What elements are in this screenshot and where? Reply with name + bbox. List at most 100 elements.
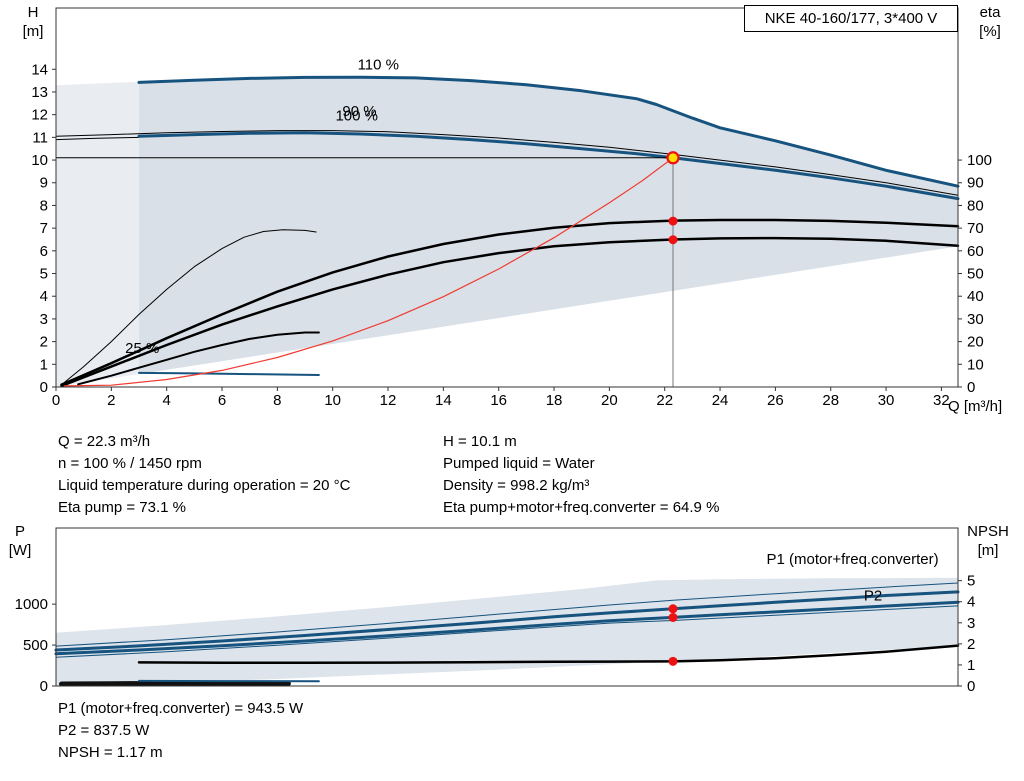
- y-left-tick-label: 9: [40, 175, 48, 192]
- speed-curve-100pct-tol-upper: [55, 130, 959, 196]
- p1-tolerance-upper: [55, 582, 959, 647]
- speed-curve-25pct-blue: [138, 371, 320, 376]
- eta-partload-curve: [63, 229, 317, 383]
- npsh-axis-title: NPSH [m]: [956, 522, 1020, 560]
- pump-title-box: NKE 40-160/177, 3*400 V: [744, 5, 958, 32]
- power-envelope: [56, 577, 958, 686]
- curve-label: 100 %: [335, 107, 378, 124]
- info-pumped-liquid: Pumped liquid = Water: [443, 455, 595, 472]
- duty-point[interactable]: [666, 151, 680, 165]
- y-left-tick-label: 5: [40, 266, 48, 283]
- info-head: H = 10.1 m: [443, 433, 517, 450]
- y-left-tick-label: 500: [23, 637, 48, 654]
- y-left-tick-label: 4: [40, 288, 48, 305]
- x-tick-label: 24: [712, 392, 729, 409]
- eta-pump-dot: [668, 216, 678, 226]
- y-right-tick-label: 30: [967, 311, 984, 328]
- x-tick-label: 14: [435, 392, 452, 409]
- info-eta-pump: Eta pump = 73.1 %: [58, 499, 186, 516]
- eta-axis-symbol: eta: [979, 4, 1001, 21]
- x-tick-label: 32: [933, 392, 950, 409]
- p2-tolerance-lower: [55, 605, 959, 658]
- y-left-tick-label: 12: [31, 107, 48, 124]
- y-right-tick-label: 70: [967, 220, 984, 237]
- power-npsh-chart: 0 500 1000 0 1 2 3 4 5 P1 (motor+freq.converter) P…: [15, 527, 975, 695]
- curve-label: P2: [864, 587, 882, 604]
- y-left-tick-label: 3: [40, 311, 48, 328]
- y-left-tick-label: 6: [40, 243, 48, 260]
- y-right-tick-label: 60: [967, 243, 984, 260]
- eta-axis-title: eta [%]: [962, 3, 1018, 41]
- p-axis-title: P [W]: [0, 522, 40, 560]
- power-plot-frame: [55, 527, 959, 687]
- x-tick-label: 12: [380, 392, 397, 409]
- eta-axis-unit: [%]: [979, 23, 1001, 40]
- x-tick-label: 10: [324, 392, 341, 409]
- x-tick-label: 20: [601, 392, 618, 409]
- y-right-tick-label: 50: [967, 266, 984, 283]
- h-axis-unit: [m]: [22, 23, 44, 40]
- info-q: Q = 22.3 m³/h: [58, 433, 151, 450]
- x-tick-label: 4: [163, 392, 171, 409]
- y-right-tick-label: 3: [967, 615, 975, 632]
- power-info: P1 (motor+freq.converter) = 943.5 W P2 =…: [58, 698, 303, 764]
- q-axis-title: Q [m³/h]: [948, 397, 1024, 416]
- eta-pump-curve: [60, 218, 960, 386]
- y-right-tick-label: 80: [967, 197, 984, 214]
- y-right-tick-label: 90: [967, 175, 984, 192]
- y-right-tick-label: 20: [967, 334, 984, 351]
- y-left-tick-label: 10: [31, 152, 48, 169]
- y-right-tick-label: 0: [967, 678, 975, 695]
- y-left-tick-label: 2: [40, 334, 48, 351]
- p-axis-symbol: P: [14, 523, 25, 540]
- y-right-tick-label: 4: [967, 594, 975, 611]
- y-left-tick-label: 1: [40, 356, 48, 373]
- operating-envelope-inner: [139, 77, 958, 375]
- y-right-tick-label: 100: [967, 152, 992, 169]
- speed-curve-110pct: [137, 75, 960, 188]
- npsh-axis-symbol: NPSH: [967, 523, 1009, 540]
- duty-info-right: H = 10.1 m Pumped liquid = Water Density…: [443, 431, 719, 519]
- info-p1: P1 (motor+freq.converter) = 943.5 W: [58, 700, 304, 717]
- y-right-tick-label: 40: [967, 288, 984, 305]
- info-liquid-temp: Liquid temperature during operation = 20…: [58, 477, 351, 494]
- y-right-tick-label: 5: [967, 573, 975, 590]
- npsh-dot: [668, 656, 678, 666]
- x-tick-label: 18: [546, 392, 563, 409]
- x-tick-label: 0: [52, 392, 60, 409]
- speed-curve-100pct-tol-lower: [55, 136, 140, 141]
- info-density: Density = 998.2 kg/m³: [443, 477, 590, 494]
- curve-label: 90 %: [342, 103, 376, 120]
- eta-total-dot: [668, 235, 678, 245]
- h-axis-title: H [m]: [14, 3, 52, 41]
- eta-total-curve: [60, 236, 960, 388]
- y-left-tick-label: 13: [31, 84, 48, 101]
- x-tick-label: 30: [878, 392, 895, 409]
- y-left-tick-label: 7: [40, 220, 48, 237]
- info-speed: n = 100 % / 1450 rpm: [58, 455, 202, 472]
- y-left-tick-label: 11: [32, 129, 48, 146]
- speed-curve-25pct: [77, 331, 320, 386]
- p-axis-unit: [W]: [8, 542, 32, 559]
- p-25pct-black: [59, 681, 291, 687]
- npsh-axis-unit: [m]: [977, 542, 999, 559]
- qh-eta-chart: 0 2 4 6 8 10 12 14 16 18 20 22 24 26 28 30 3201234567891…: [31, 7, 992, 409]
- x-tick-label: 16: [490, 392, 507, 409]
- y-left-tick-label: 14: [31, 61, 48, 78]
- p1-curve: [54, 590, 960, 652]
- h-axis-symbol: H: [27, 4, 39, 21]
- y-left-tick-label: 0: [40, 678, 48, 695]
- info-npsh: NPSH = 1.17 m: [58, 744, 163, 761]
- q-axis-label: Q [m³/h]: [948, 398, 1003, 415]
- p2-dot: [668, 612, 678, 622]
- y-right-tick-label: 1: [967, 657, 975, 674]
- info-p2: P2 = 837.5 W: [58, 722, 150, 739]
- y-right-tick-label: 0: [967, 379, 975, 396]
- x-tick-label: 2: [107, 392, 115, 409]
- y-left-tick-label: 8: [40, 197, 48, 214]
- p2-curve: [54, 600, 960, 656]
- x-tick-label: 26: [767, 392, 784, 409]
- curve-label: 110 %: [358, 56, 399, 73]
- speed-curve-100pct: [137, 131, 960, 201]
- x-tick-label: 8: [273, 392, 281, 409]
